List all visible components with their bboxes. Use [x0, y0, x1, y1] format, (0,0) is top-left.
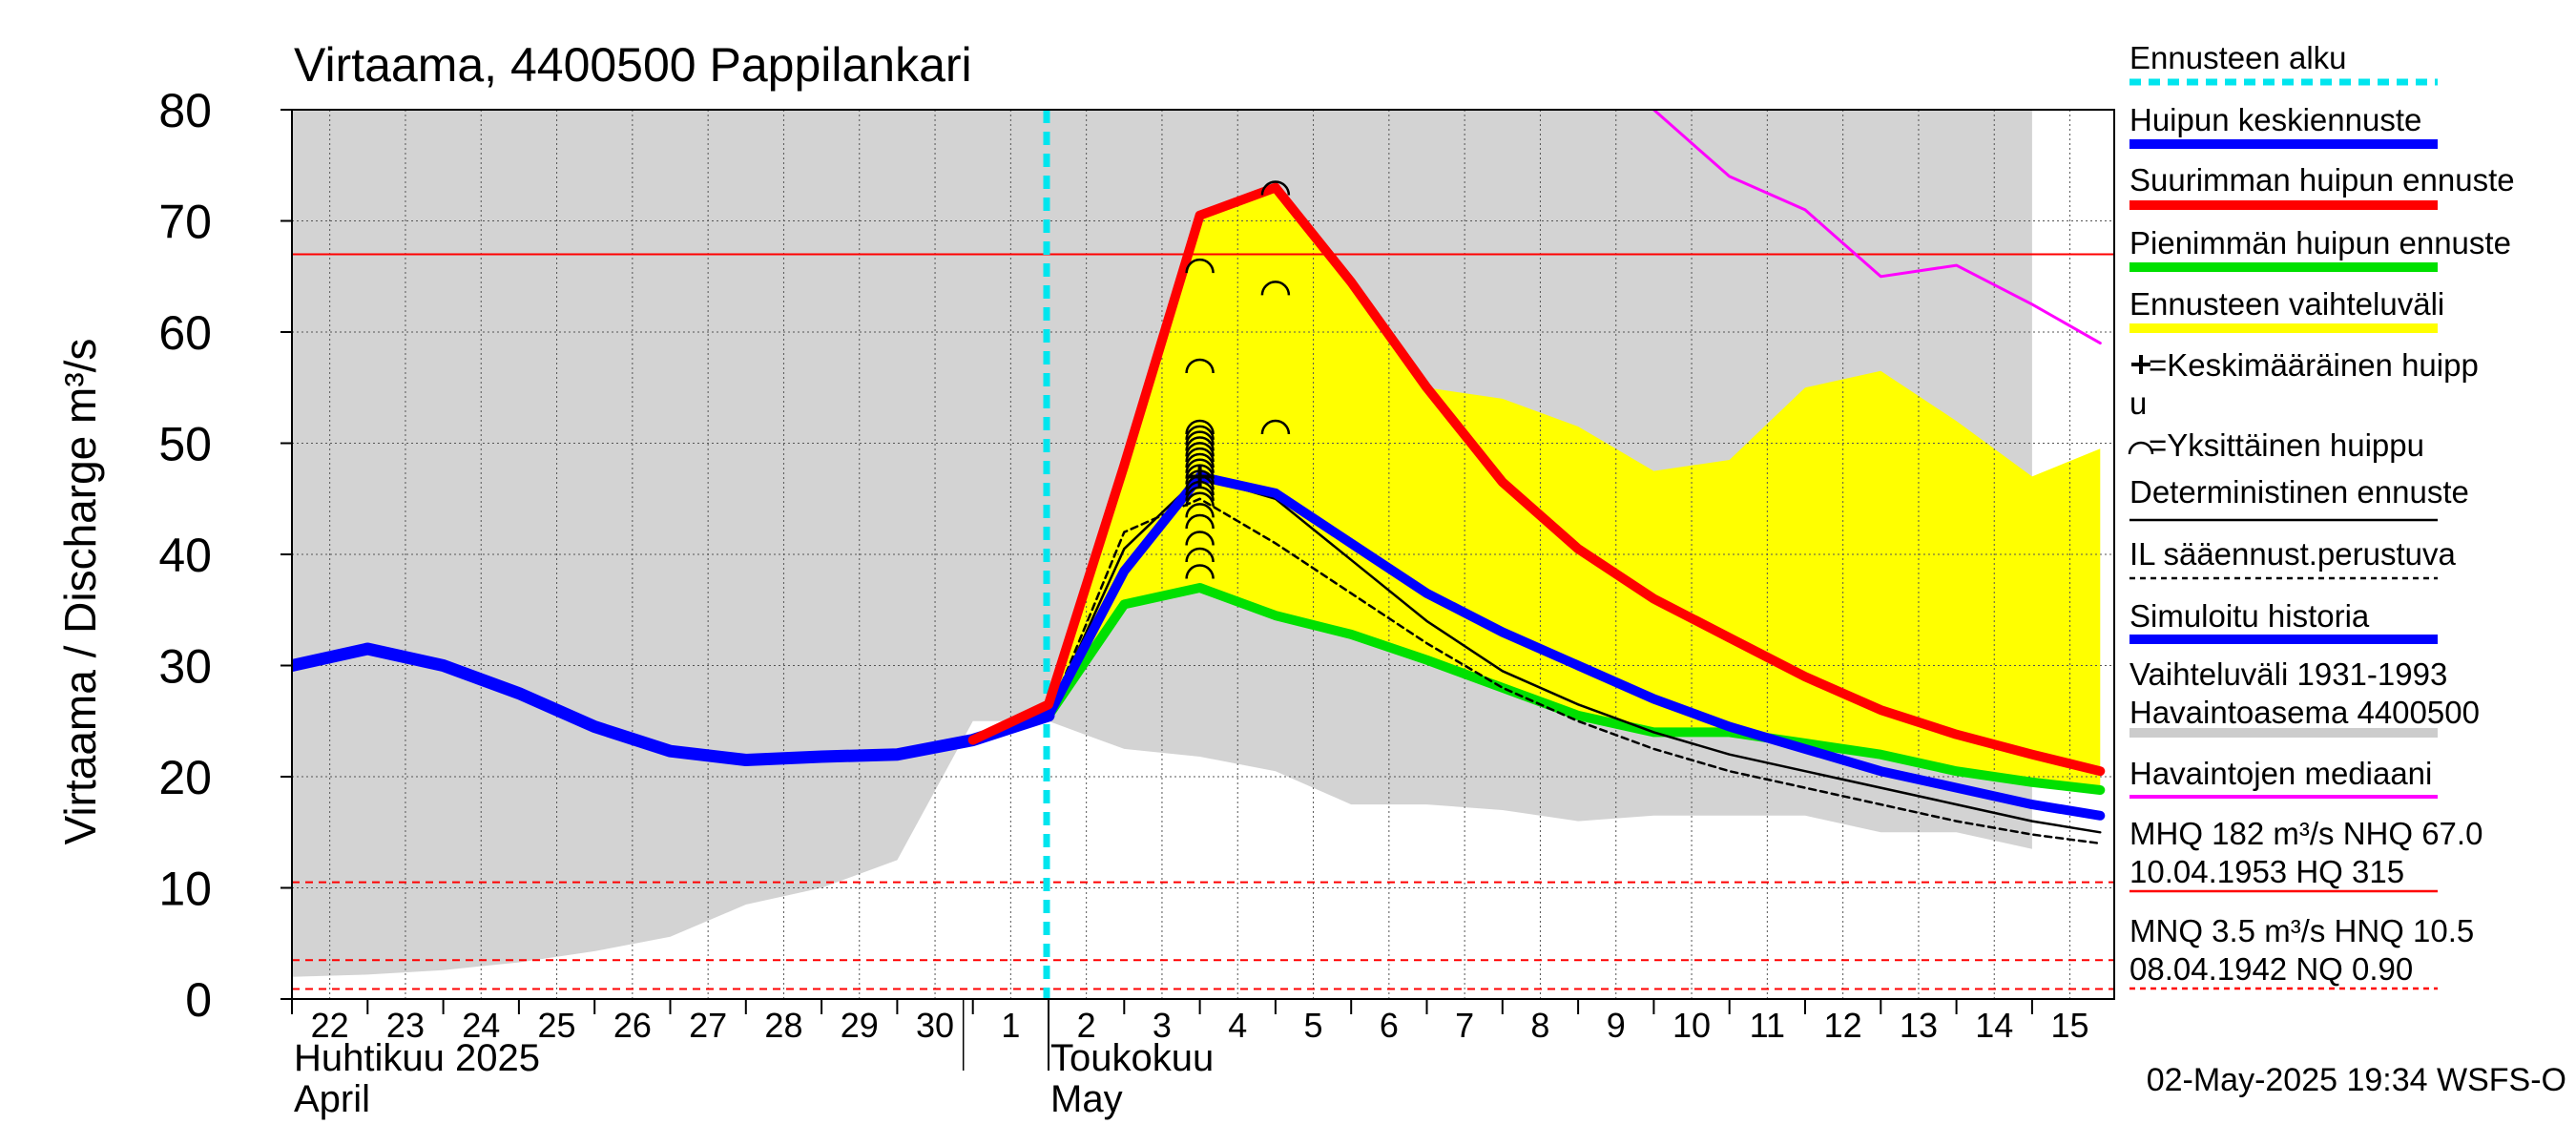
individual-peak-marker [1185, 531, 1215, 546]
legend-label: 08.04.1942 NQ 0.90 [2129, 951, 2413, 987]
individual-peak-marker [1185, 513, 1215, 530]
legend-label: 10.04.1953 HQ 315 [2129, 854, 2404, 889]
footer-timestamp: 02-May-2025 19:34 WSFS-O [2147, 1062, 2566, 1098]
x-tick-label: 9 [1607, 1006, 1626, 1045]
forecast-band [972, 187, 2101, 794]
legend-label: =Yksittäinen huippu [2149, 427, 2424, 463]
x-tick-label: 25 [538, 1006, 576, 1045]
series-layer [292, 110, 2106, 845]
individual-peak-marker [1185, 419, 1215, 435]
x-tick-label: 23 [386, 1006, 425, 1045]
y-tick-label: 0 [185, 973, 212, 1027]
individual-peak-marker [1185, 442, 1215, 457]
x-tick-label: 1 [1001, 1006, 1020, 1045]
plot-area [292, 110, 2114, 999]
y-axis: 0 10 20 30 40 50 60 70 80 [158, 84, 292, 1027]
individual-peak-marker [1185, 358, 1215, 374]
y-tick-label: 50 [158, 418, 212, 471]
x-tick-label: 12 [1824, 1006, 1862, 1045]
month-label-en: April [294, 1078, 370, 1120]
x-tick-label: 24 [462, 1006, 500, 1045]
individual-peak-marker [1260, 281, 1291, 296]
legend-label: Ennusteen vaihteluväli [2129, 286, 2444, 322]
x-tick-label: 6 [1380, 1006, 1399, 1045]
individual-peak-marker [1185, 547, 1215, 563]
individual-peak-marker [1260, 419, 1291, 435]
reference-lines-layer [292, 110, 2114, 999]
x-tick-label: 13 [1900, 1006, 1938, 1045]
series-line [1044, 583, 2106, 795]
individual-peak-marker [1185, 564, 1215, 579]
legend-label: Simuloitu historia [2129, 598, 2370, 634]
series-line [1044, 471, 2106, 821]
x-tick-label: 3 [1153, 1006, 1172, 1045]
month-label-fi: Huhtikuu 2025 [294, 1037, 540, 1079]
x-tick-label: 22 [311, 1006, 349, 1045]
x-tick-label: 8 [1530, 1006, 1549, 1045]
individual-peak-marker [1185, 258, 1215, 274]
peaks-layer [1185, 180, 1291, 579]
y-tick-label: 80 [158, 84, 212, 137]
legend-label: MNQ 3.5 m³/s HNQ 10.5 [2129, 913, 2474, 948]
month-label-en: May [1050, 1078, 1123, 1120]
individual-peak-marker [1185, 430, 1215, 446]
x-tick-label: 10 [1672, 1006, 1711, 1045]
x-tick-label: 14 [1975, 1006, 2013, 1045]
legend-label: Havaintojen mediaani [2129, 756, 2432, 791]
y-tick-label: 20 [158, 751, 212, 804]
legend-label: Suurimman huipun ennuste [2129, 162, 2515, 198]
legend-label: =Keskimääräinen huipp [2149, 347, 2479, 383]
y-tick-label: 40 [158, 529, 212, 582]
individual-peak-marker [1260, 180, 1291, 196]
x-tick-label: 2 [1077, 1006, 1096, 1045]
mean-peak-marker [1188, 465, 1212, 489]
y-tick-label: 30 [158, 640, 212, 694]
individual-peak-marker [1185, 436, 1215, 451]
individual-peak-marker [1185, 452, 1215, 468]
legend-label: u [2129, 385, 2147, 421]
x-axis: 22 23 24 25 26 27 28 29 30 1 2 3 4 5 6 7 8 9 10 11 12 13 14 15H… [291, 999, 2089, 1120]
y-tick-label: 60 [158, 306, 212, 360]
legend-swatch [2131, 355, 2150, 374]
legend-label: MHQ 182 m³/s NHQ 67.0 [2129, 816, 2483, 851]
chart-title: Virtaama, 4400500 Pappilankari [294, 38, 972, 92]
x-tick-label: 29 [841, 1006, 879, 1045]
legend-label: Havaintoasema 4400500 [2129, 695, 2480, 730]
x-tick-label: 7 [1455, 1006, 1474, 1045]
legend-label: Deterministinen ennuste [2129, 474, 2469, 510]
legend-label: Huipun keskiennuste [2129, 102, 2421, 137]
x-tick-label: 11 [1750, 1006, 1785, 1045]
x-tick-label: 5 [1304, 1006, 1323, 1045]
x-tick-label: 28 [764, 1006, 802, 1045]
month-label-fi: Toukokuu [1050, 1037, 1214, 1079]
x-tick-label: 30 [916, 1006, 954, 1045]
series-line [967, 182, 2106, 777]
x-tick-label: 26 [613, 1006, 652, 1045]
y-tick-label: 70 [158, 196, 212, 249]
y-tick-label: 10 [158, 863, 212, 916]
legend-label: IL sääennust.perustuva [2129, 536, 2456, 572]
legend-label: Ennusteen alku [2129, 40, 2347, 75]
series-line [1047, 497, 2102, 845]
x-tick-label: 27 [689, 1006, 727, 1045]
legend-swatch [2128, 441, 2154, 455]
individual-peak-marker [1185, 447, 1215, 463]
x-tick-label: 4 [1228, 1006, 1247, 1045]
series-line [292, 642, 1055, 766]
individual-peak-marker [1185, 491, 1215, 507]
legend: Ennusteen alku Huipun keskiennuste Suurimm… [2128, 40, 2515, 990]
legend-label: Pienimmän huipun ennuste [2129, 225, 2511, 260]
series-line [1652, 110, 2102, 345]
y-axis-label: Virtaama / Discharge m³/s [55, 339, 105, 845]
legend-label: Vaihteluväli 1931-1993 [2129, 656, 2447, 692]
individual-peak-marker [1185, 458, 1215, 473]
x-tick-label: 15 [2051, 1006, 2089, 1045]
individual-peak-marker [1185, 503, 1215, 518]
individual-peak-marker [1185, 425, 1215, 440]
